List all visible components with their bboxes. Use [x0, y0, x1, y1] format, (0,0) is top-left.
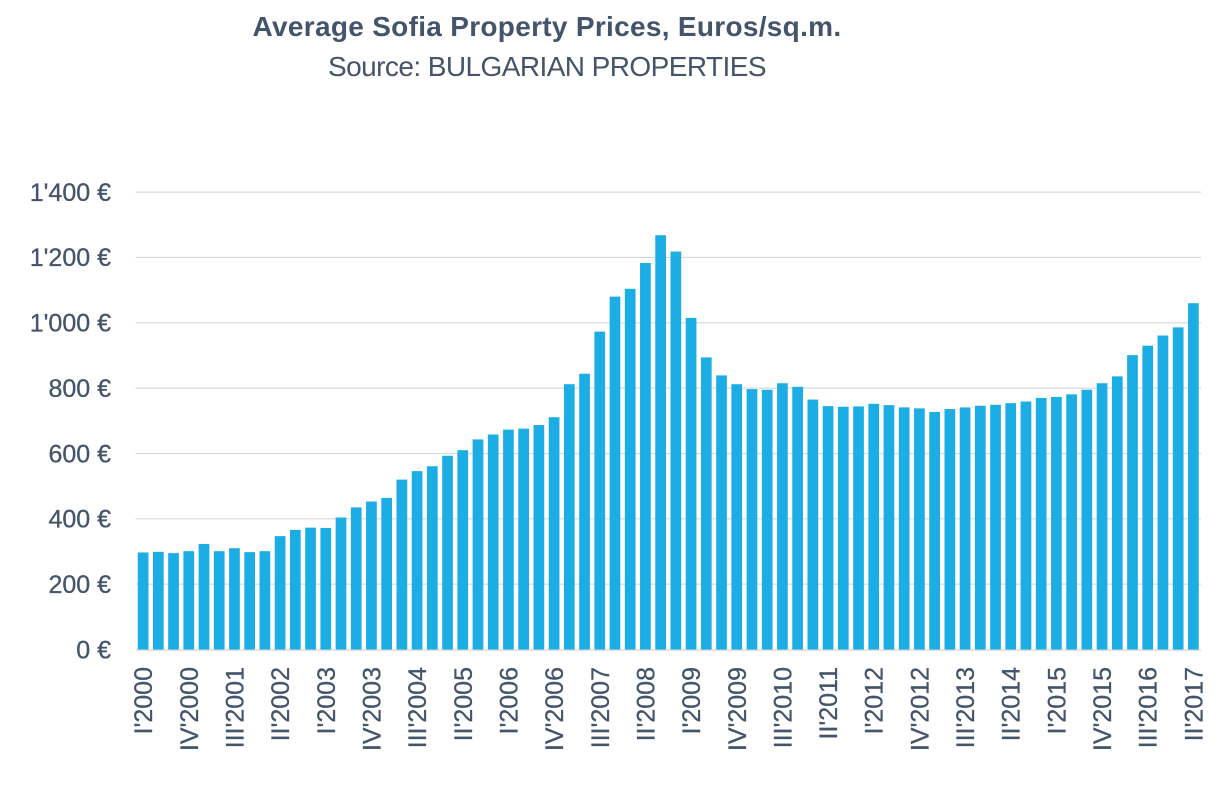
svg-text:III'2010: III'2010 [769, 667, 797, 748]
svg-text:I'2015: I'2015 [1043, 667, 1071, 734]
svg-text:III'2013: III'2013 [952, 667, 980, 748]
svg-text:III'2007: III'2007 [587, 667, 615, 748]
svg-text:200 €: 200 € [48, 571, 111, 599]
svg-text:1'000 €: 1'000 € [30, 310, 111, 338]
svg-text:IV'2000: IV'2000 [176, 667, 204, 751]
svg-text:III'2004: III'2004 [404, 667, 432, 748]
svg-text:800 €: 800 € [48, 375, 111, 403]
svg-text:IV'2015: IV'2015 [1089, 667, 1117, 751]
svg-text:IV'2003: IV'2003 [358, 667, 386, 751]
svg-text:I'2012: I'2012 [861, 667, 889, 734]
svg-text:III'2016: III'2016 [1135, 667, 1163, 748]
svg-text:1'400 €: 1'400 € [30, 179, 111, 207]
svg-text:II'2017: II'2017 [1180, 667, 1208, 741]
svg-text:0 €: 0 € [76, 636, 111, 664]
svg-text:II'2002: II'2002 [267, 667, 295, 741]
svg-text:Average Sofia Property Prices,: Average Sofia Property Prices, Euros/sq.… [253, 11, 842, 42]
svg-text:Source: BULGARIAN PROPERTIES: Source: BULGARIAN PROPERTIES [328, 51, 766, 82]
svg-text:IV'2009: IV'2009 [724, 667, 752, 751]
svg-text:III'2001: III'2001 [221, 667, 249, 748]
svg-text:IV'2006: IV'2006 [541, 667, 569, 751]
svg-text:IV'2012: IV'2012 [906, 667, 934, 751]
svg-text:600 €: 600 € [48, 440, 111, 468]
svg-text:I'2006: I'2006 [495, 667, 523, 734]
svg-text:1'200 €: 1'200 € [30, 244, 111, 272]
svg-text:II'2008: II'2008 [632, 667, 660, 741]
svg-text:II'2011: II'2011 [815, 667, 843, 739]
svg-text:400 €: 400 € [48, 506, 111, 534]
svg-text:II'2014: II'2014 [998, 667, 1026, 741]
svg-text:I'2000: I'2000 [130, 667, 158, 734]
svg-text:I'2009: I'2009 [678, 667, 706, 734]
svg-text:II'2005: II'2005 [450, 667, 478, 741]
svg-text:I'2003: I'2003 [313, 667, 341, 734]
